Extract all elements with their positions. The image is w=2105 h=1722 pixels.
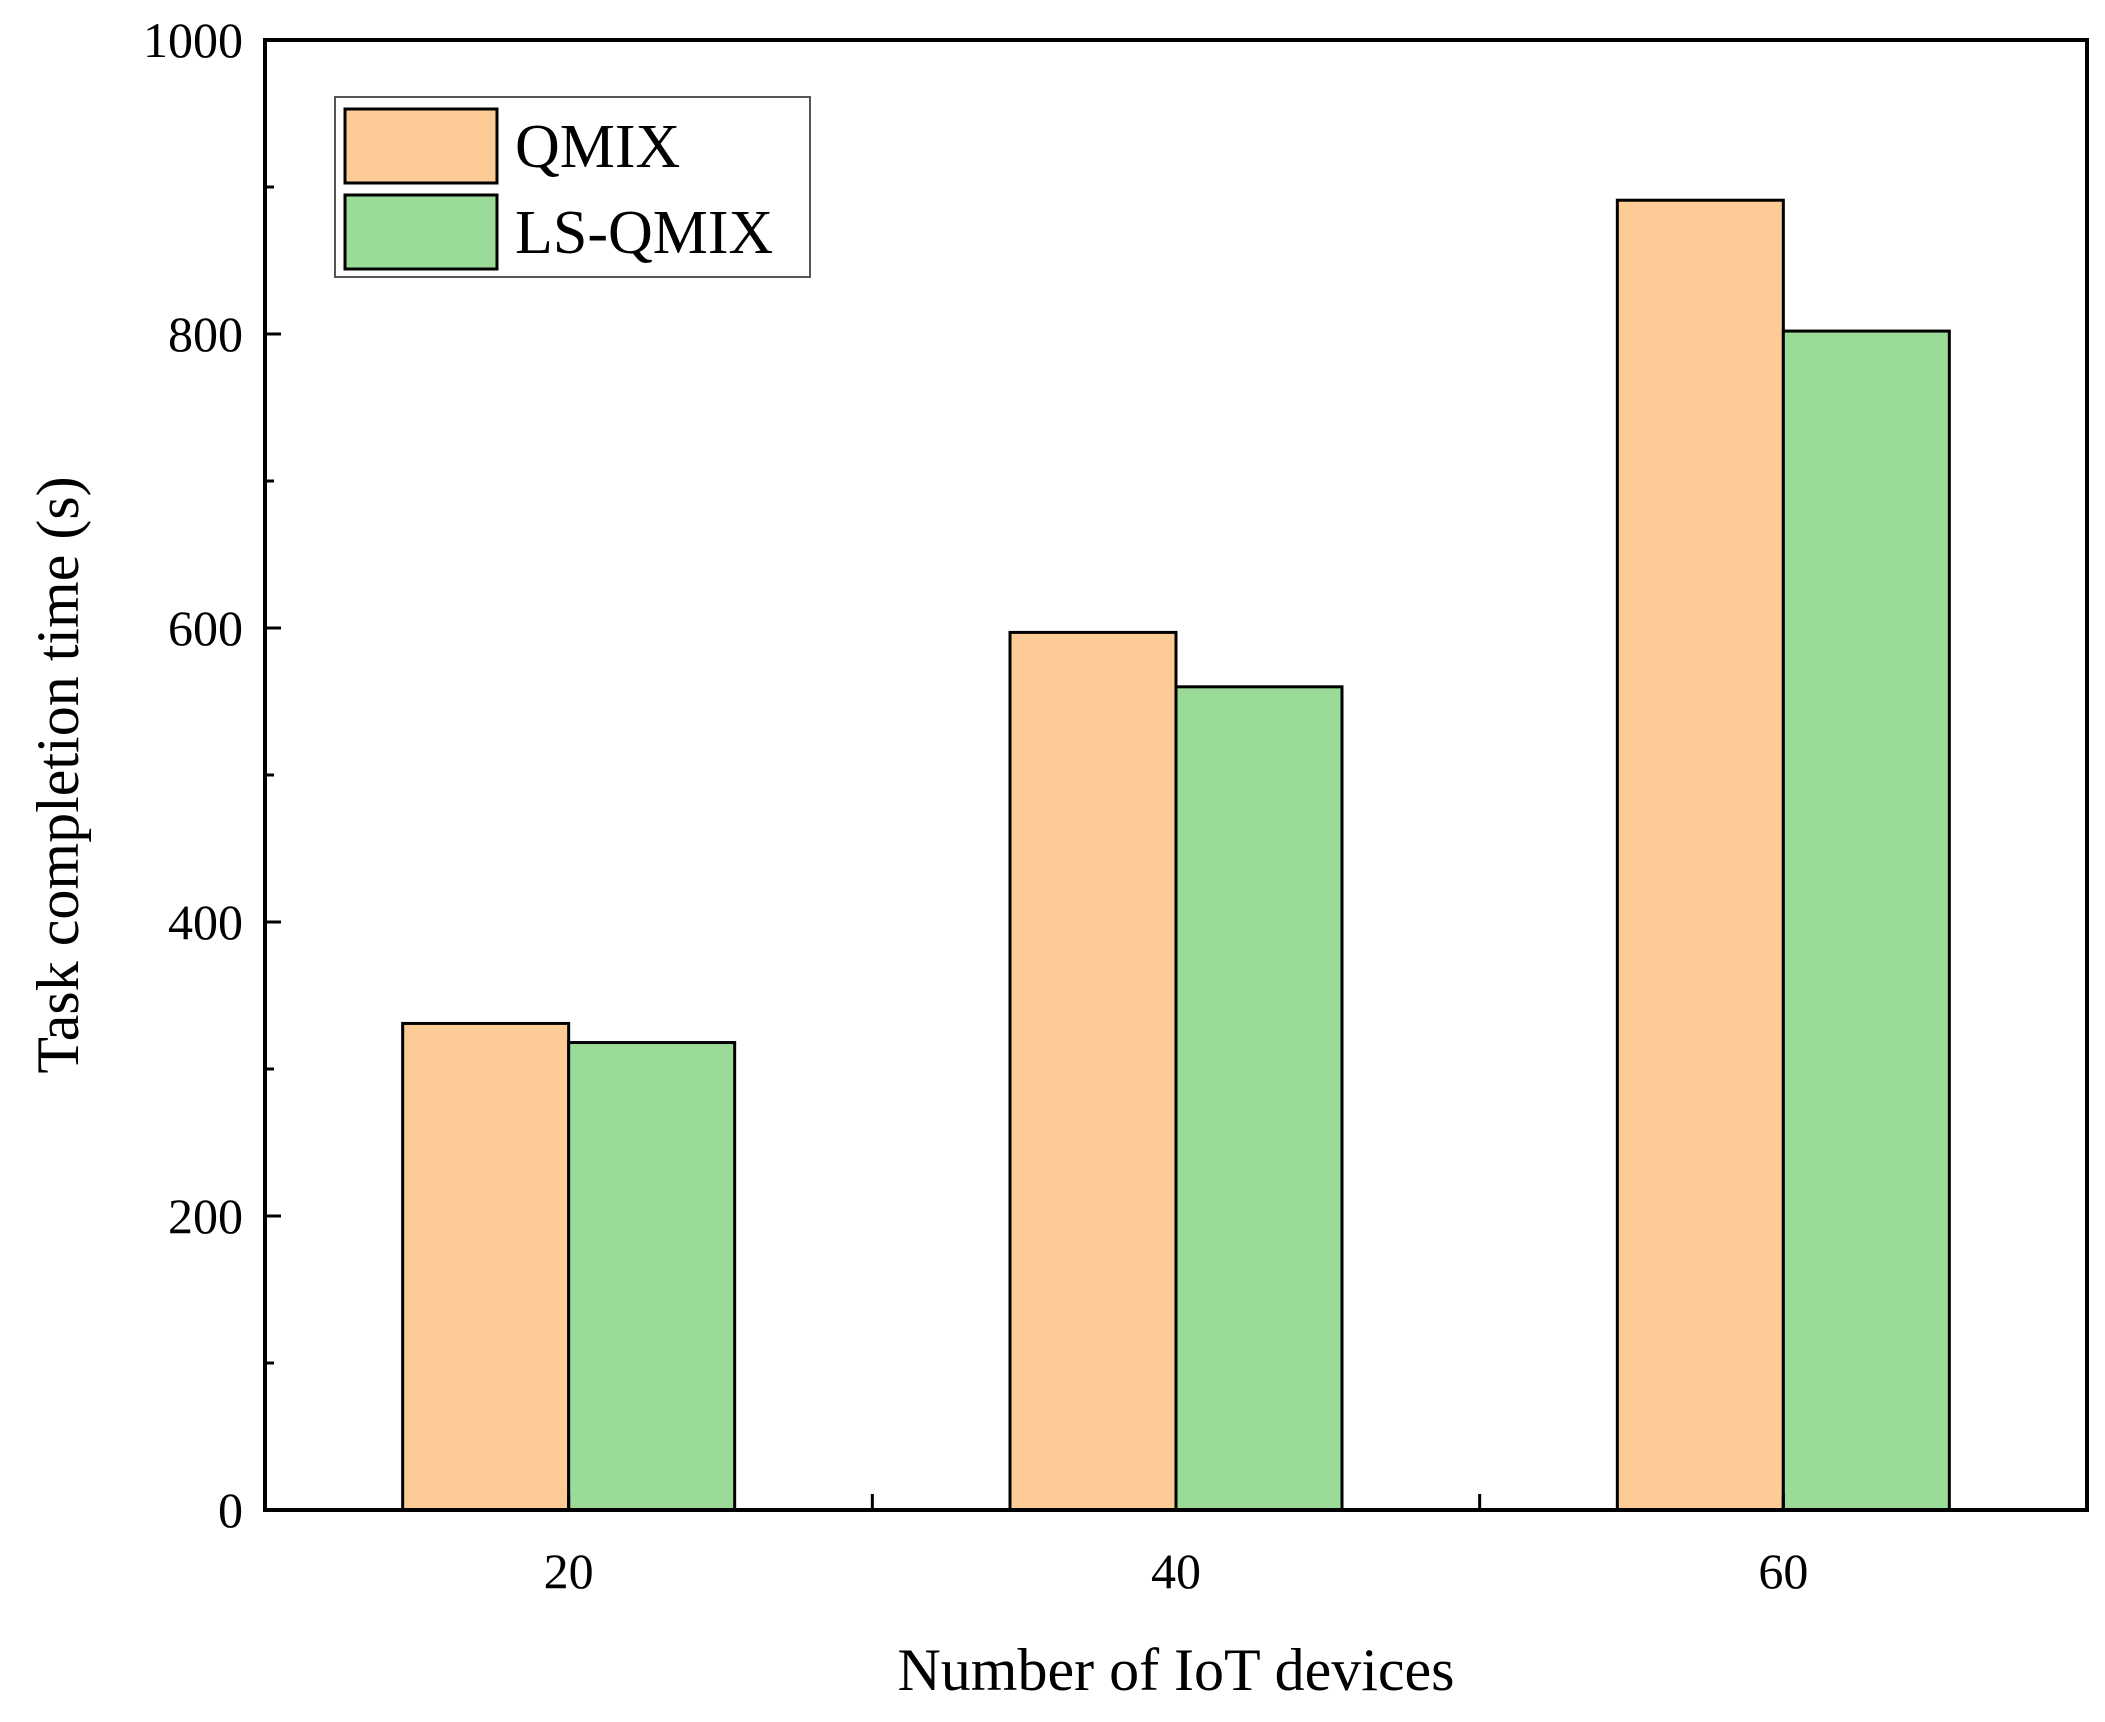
y-tick-label: 600 (168, 600, 243, 656)
bar-qmix-20 (401, 1021, 571, 1512)
legend-label-ls-qmix: LS-QMIX (515, 199, 773, 267)
bars (401, 198, 1951, 1512)
legend-swatch-ls-qmix (343, 193, 499, 271)
x-tick-label: 20 (544, 1543, 594, 1599)
y-axis-title: Task completion time (s) (25, 476, 91, 1073)
legend-label-qmix: QMIX (515, 113, 680, 181)
legend-swatch-qmix (343, 107, 499, 185)
y-tick-label: 400 (168, 894, 243, 950)
y-tick-label: 200 (168, 1188, 243, 1244)
bar-qmix-60 (1615, 198, 1785, 1512)
bar-ls-qmix-60 (1781, 329, 1951, 1512)
y-tick-label: 0 (218, 1482, 243, 1538)
x-tick-label: 60 (1758, 1543, 1808, 1599)
bar-ls-qmix-40 (1174, 685, 1344, 1512)
legend: QMIX LS-QMIX (334, 96, 811, 278)
x-tick-label: 40 (1151, 1543, 1201, 1599)
x-axis-title: Number of IoT devices (897, 1637, 1454, 1703)
y-tick-label: 800 (168, 306, 243, 362)
bar-ls-qmix-20 (567, 1041, 737, 1512)
axis-ticks: 0 200 400 600 800 1000 20 40 60 (143, 12, 1808, 1599)
bar-qmix-40 (1008, 630, 1178, 1512)
y-tick-label: 1000 (143, 12, 243, 68)
